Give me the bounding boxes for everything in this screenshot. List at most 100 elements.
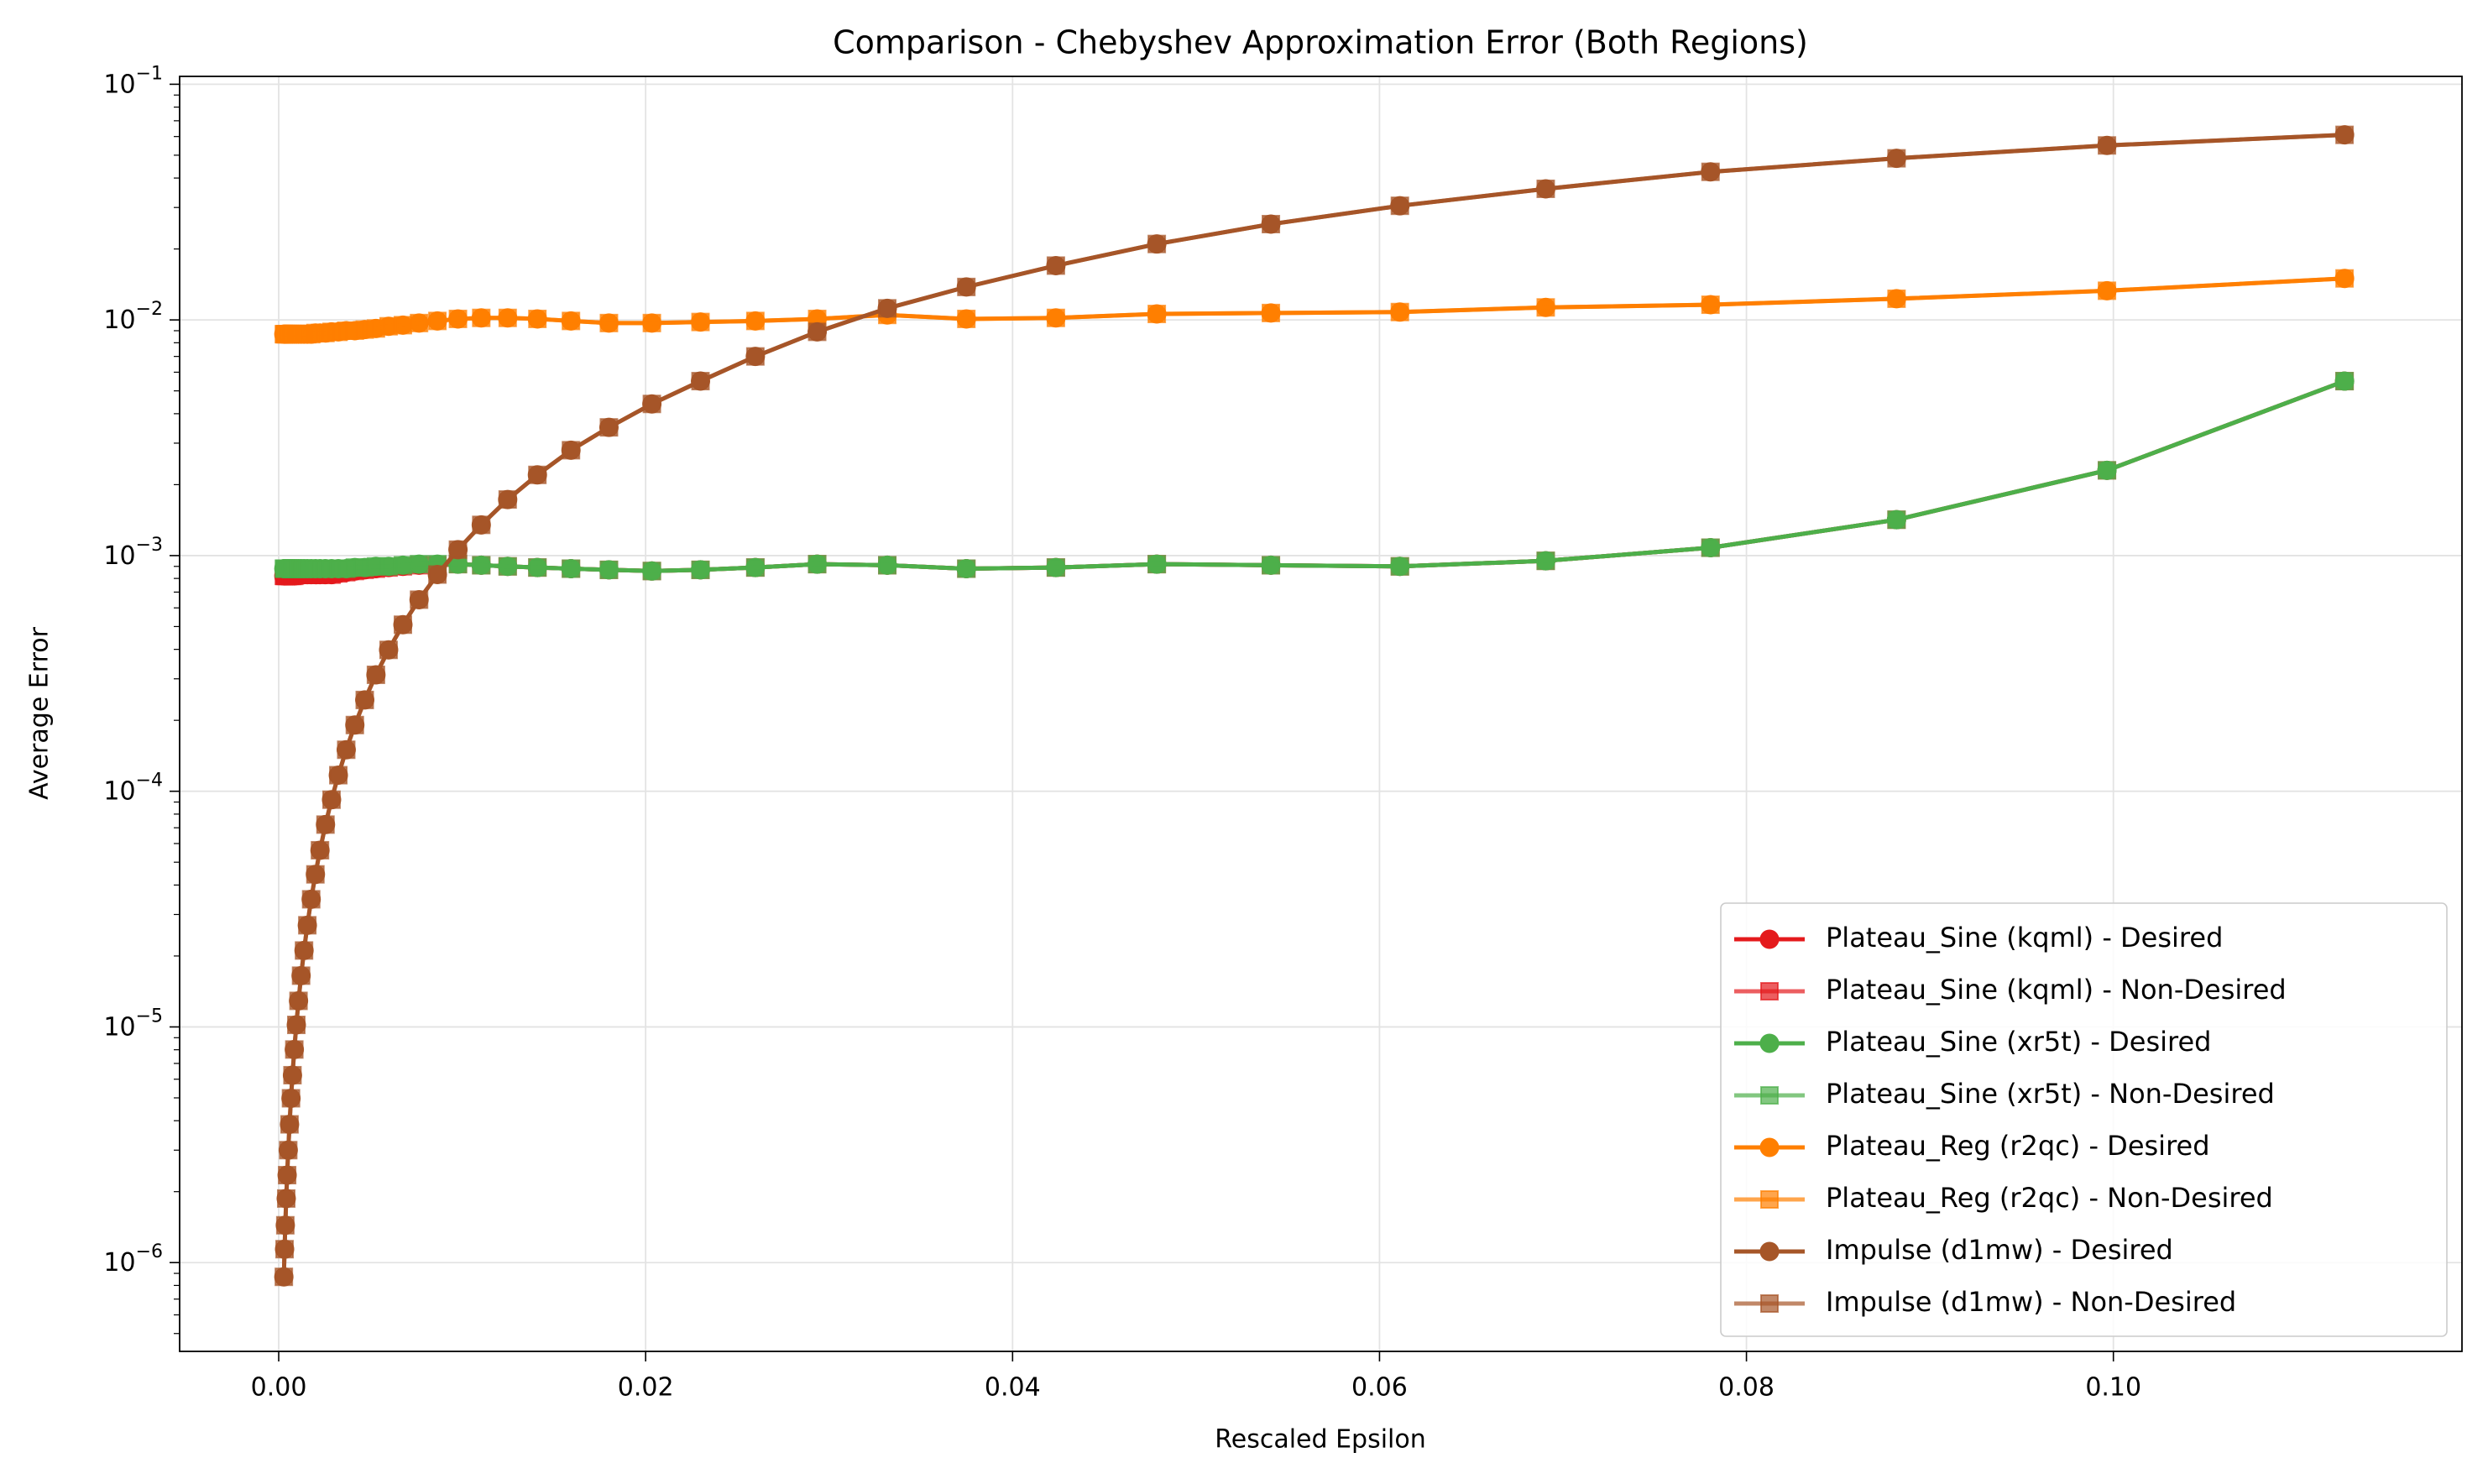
marker	[878, 556, 897, 575]
marker	[2098, 136, 2117, 155]
legend-label: Plateau_Reg (r2qc) - Non-Desired	[1826, 1182, 2273, 1214]
marker	[472, 556, 491, 575]
y-tick-exponent: −2	[136, 299, 163, 320]
marker	[1147, 234, 1167, 253]
marker	[355, 690, 374, 709]
marker	[448, 540, 468, 559]
marker	[2335, 269, 2355, 288]
marker	[498, 490, 517, 509]
marker	[274, 1267, 294, 1287]
y-tick-label: 10−3	[103, 535, 163, 571]
marker	[528, 558, 547, 577]
legend-marker	[1760, 982, 1779, 1001]
marker	[410, 555, 429, 574]
marker	[1147, 305, 1167, 324]
marker	[498, 556, 517, 576]
legend-marker	[1759, 1033, 1780, 1053]
marker	[642, 395, 661, 414]
marker	[1147, 555, 1167, 574]
axes-frame	[179, 76, 2463, 1352]
marker	[280, 1115, 299, 1134]
legend-label: Plateau_Sine (kqml) - Non-Desired	[1826, 974, 2287, 1006]
y-tick-exponent: −4	[136, 771, 163, 792]
marker	[1536, 298, 1555, 317]
marker	[285, 1040, 304, 1059]
marker	[878, 299, 897, 318]
marker	[393, 316, 412, 335]
marker	[1887, 510, 1906, 530]
marker	[345, 715, 364, 734]
legend-label: Plateau_Sine (kqml) - Desired	[1826, 922, 2223, 954]
legend-box	[1720, 902, 2448, 1337]
marker	[301, 890, 321, 909]
marker	[957, 559, 976, 578]
marker	[1262, 303, 1281, 322]
marker	[2098, 461, 2117, 480]
marker	[1701, 295, 1720, 315]
marker	[562, 311, 581, 331]
marker	[283, 1065, 302, 1084]
y-tick-exponent: −6	[136, 1241, 163, 1262]
marker	[306, 865, 325, 884]
marker	[366, 665, 385, 684]
marker	[2098, 281, 2117, 300]
legend: Plateau_Sine (kqml) - Desired Plateau_Sin…	[1720, 902, 2448, 1337]
marker	[1887, 149, 1906, 168]
legend-marker	[1760, 1086, 1779, 1105]
marker	[321, 790, 341, 809]
marker	[393, 556, 412, 575]
marker	[691, 560, 710, 579]
y-tick-base: 10	[103, 541, 135, 571]
marker	[2335, 125, 2355, 144]
marker	[472, 515, 491, 535]
x-tick-label: 0.04	[985, 1373, 1041, 1403]
marker	[448, 309, 468, 328]
marker	[642, 562, 661, 581]
marker	[528, 309, 547, 328]
legend-label: Impulse (d1mw) - Desired	[1826, 1234, 2173, 1266]
x-axis-label: Rescaled Epsilon	[1215, 1425, 1426, 1455]
marker	[275, 1215, 295, 1235]
x-tick-label: 0.06	[1351, 1373, 1408, 1403]
marker	[562, 441, 581, 460]
marker	[1390, 302, 1409, 321]
y-tick-base: 10	[103, 306, 135, 335]
marker	[498, 308, 517, 327]
marker	[1887, 289, 1906, 308]
y-tick-label: 10−1	[103, 63, 163, 99]
legend-marker	[1759, 929, 1780, 949]
marker	[278, 1166, 297, 1185]
legend-marker	[1759, 1241, 1780, 1262]
marker	[691, 312, 710, 332]
marker	[472, 308, 491, 327]
marker	[1536, 179, 1555, 198]
marker	[745, 347, 765, 366]
legend-label: Impulse (d1mw) - Non-Desired	[1826, 1286, 2236, 1318]
marker	[1046, 558, 1065, 577]
marker	[957, 309, 976, 328]
marker	[808, 322, 827, 342]
chart-title: Comparison - Chebyshev Approximation Err…	[833, 24, 1808, 61]
marker	[287, 1016, 306, 1035]
marker	[528, 465, 547, 484]
x-tick-label: 0.00	[251, 1373, 307, 1403]
y-tick-base: 10	[103, 70, 135, 99]
marker	[1046, 256, 1065, 275]
marker	[298, 916, 317, 935]
marker	[1536, 551, 1555, 571]
marker	[745, 311, 765, 331]
x-tick-label: 0.10	[2085, 1373, 2141, 1403]
y-tick-label: 10−5	[103, 1006, 163, 1042]
marker	[1701, 162, 1720, 181]
legend-label: Plateau_Sine (xr5t) - Desired	[1826, 1026, 2211, 1058]
marker	[691, 372, 710, 391]
marker	[279, 1141, 298, 1160]
marker	[295, 941, 314, 960]
marker	[745, 558, 765, 577]
y-tick-label: 10−4	[103, 771, 163, 807]
y-tick-exponent: −1	[136, 63, 163, 84]
y-tick-exponent: −3	[136, 535, 163, 556]
legend-marker	[1760, 1190, 1779, 1209]
marker	[275, 1240, 295, 1259]
